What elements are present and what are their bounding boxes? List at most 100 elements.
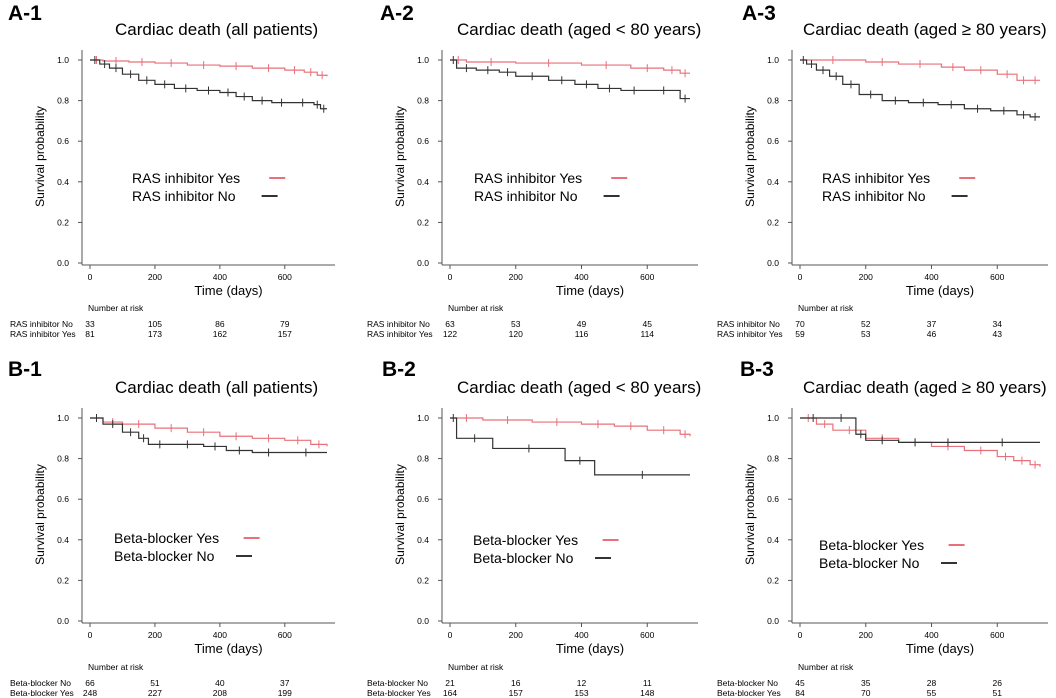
x-tick-label: 200 <box>509 630 523 640</box>
risk-value: 37 <box>927 319 937 329</box>
risk-row-label: Beta-blocker Yes <box>10 688 74 698</box>
series-yes-line <box>800 417 1041 467</box>
y-tick-label: 0.2 <box>767 575 779 585</box>
risk-value: 45 <box>643 319 653 329</box>
x-tick-label: 600 <box>640 630 654 640</box>
y-tick-label: 1.0 <box>417 413 429 423</box>
series-yes-line <box>450 59 690 74</box>
risk-value: 21 <box>445 678 455 688</box>
x-tick-label: 0 <box>88 272 93 282</box>
risk-row-label: RAS inhibitor Yes <box>10 329 76 339</box>
y-tick-label: 0.6 <box>767 494 779 504</box>
x-axis-label: Time (days) <box>194 283 262 298</box>
y-tick-label: 0.4 <box>767 177 779 187</box>
y-axis-label: Survival probability <box>393 464 407 565</box>
y-tick-label: 0.4 <box>417 177 429 187</box>
chart-title: Cardiac death (aged < 80 years) <box>457 378 702 397</box>
risk-value: 84 <box>795 688 805 698</box>
x-tick-label: 400 <box>574 630 588 640</box>
risk-value: 53 <box>861 329 871 339</box>
risk-header: Number at risk <box>798 662 854 672</box>
risk-value: 227 <box>148 688 162 698</box>
panel-label: A-2 <box>380 2 414 25</box>
y-tick-label: 0.0 <box>57 616 69 626</box>
legend-label: RAS inhibitor No <box>822 188 926 204</box>
panel-label: B-1 <box>8 358 42 381</box>
y-tick-label: 0.8 <box>417 454 429 464</box>
x-tick-label: 0 <box>448 272 453 282</box>
y-tick-label: 0.4 <box>57 177 69 187</box>
legend-label: Beta-blocker No <box>473 550 574 566</box>
legend-label: RAS inhibitor Yes <box>474 170 582 186</box>
risk-value: 70 <box>861 688 871 698</box>
legend-label: RAS inhibitor Yes <box>132 170 240 186</box>
risk-value: 120 <box>509 329 523 339</box>
risk-row-label: RAS inhibitor Yes <box>717 329 783 339</box>
y-tick-label: 0.2 <box>57 217 69 227</box>
y-tick-label: 0.6 <box>417 494 429 504</box>
series-no-line <box>800 59 1040 118</box>
risk-row-label: Beta-blocker No <box>717 678 778 688</box>
x-tick-label: 400 <box>924 272 938 282</box>
risk-value: 43 <box>993 329 1003 339</box>
legend-label: Beta-blocker Yes <box>114 530 219 546</box>
risk-header: Number at risk <box>88 303 144 313</box>
x-tick-label: 0 <box>798 630 803 640</box>
risk-value: 59 <box>795 329 805 339</box>
risk-value: 12 <box>577 678 587 688</box>
risk-header: Number at risk <box>798 303 854 313</box>
chart-title: Cardiac death (all patients) <box>115 378 319 397</box>
x-tick-label: 200 <box>509 272 523 282</box>
y-axis-label: Survival probability <box>33 106 47 207</box>
chart-title: Cardiac death (all patients) <box>115 20 319 39</box>
y-tick-label: 0.0 <box>417 616 429 626</box>
y-tick-label: 0.0 <box>767 258 779 268</box>
risk-value: 51 <box>150 678 160 688</box>
y-axis-label: Survival probability <box>743 106 757 207</box>
y-tick-label: 1.0 <box>767 413 779 423</box>
y-axis-label: Survival probability <box>33 464 47 565</box>
y-tick-label: 0.4 <box>767 535 779 545</box>
y-axis-label: Survival probability <box>393 106 407 207</box>
risk-value: 81 <box>85 329 95 339</box>
risk-value: 28 <box>927 678 937 688</box>
risk-value: 49 <box>577 319 587 329</box>
risk-value: 153 <box>574 688 588 698</box>
x-axis-label: Time (days) <box>556 283 624 298</box>
y-tick-label: 0.2 <box>417 217 429 227</box>
risk-value: 105 <box>148 319 162 329</box>
risk-value: 26 <box>993 678 1003 688</box>
risk-row-label: Beta-blocker No <box>10 678 71 688</box>
chart-title: Cardiac death (aged ≥ 80 years) <box>803 20 1047 39</box>
legend-label: Beta-blocker No <box>819 555 920 571</box>
risk-value: 122 <box>443 329 457 339</box>
panel-label: A-3 <box>742 2 776 25</box>
chart-title: Cardiac death (aged < 80 years) <box>457 20 702 39</box>
risk-value: 162 <box>213 329 227 339</box>
x-tick-label: 400 <box>924 630 938 640</box>
y-tick-label: 0.2 <box>57 575 69 585</box>
x-tick-label: 200 <box>148 272 162 282</box>
x-tick-label: 0 <box>798 272 803 282</box>
x-tick-label: 400 <box>574 272 588 282</box>
series-no-line <box>800 417 1040 443</box>
y-tick-label: 0.8 <box>767 454 779 464</box>
y-tick-label: 0.4 <box>417 535 429 545</box>
risk-value: 164 <box>443 688 457 698</box>
risk-value: 52 <box>861 319 871 329</box>
legend-label: Beta-blocker Yes <box>819 537 924 553</box>
series-yes-line <box>800 59 1040 81</box>
risk-value: 86 <box>215 319 225 329</box>
risk-value: 157 <box>278 329 292 339</box>
y-tick-label: 1.0 <box>57 413 69 423</box>
y-tick-label: 1.0 <box>417 55 429 65</box>
risk-header: Number at risk <box>448 662 504 672</box>
risk-value: 51 <box>993 688 1003 698</box>
x-tick-label: 600 <box>278 272 292 282</box>
risk-value: 46 <box>927 329 937 339</box>
panel-label: B-2 <box>382 358 416 381</box>
